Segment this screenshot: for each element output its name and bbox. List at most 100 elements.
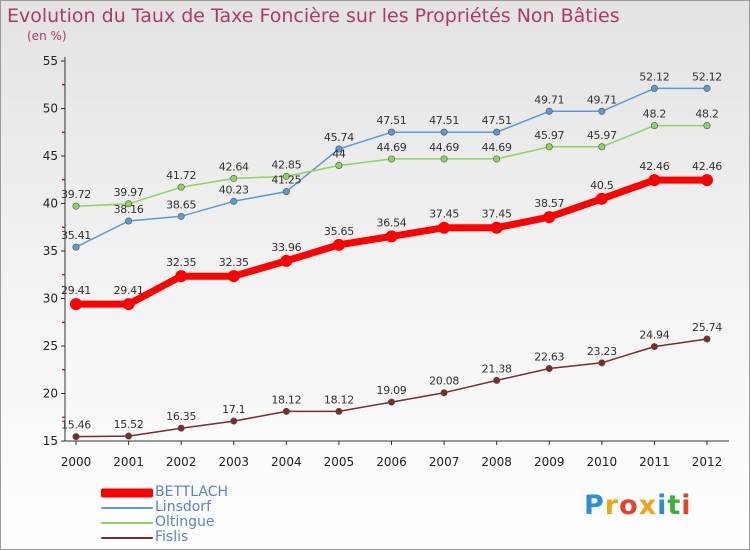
data-point xyxy=(122,298,135,311)
data-label: 42.46 xyxy=(639,160,669,173)
data-point xyxy=(125,200,133,208)
data-label: 32.35 xyxy=(219,256,249,269)
data-label: 33.96 xyxy=(271,241,301,254)
data-point xyxy=(282,407,290,415)
x-tick-label: 2011 xyxy=(639,455,670,469)
data-point xyxy=(598,359,606,367)
data-point xyxy=(650,84,658,92)
data-point xyxy=(282,188,290,196)
data-label: 15.52 xyxy=(114,418,144,431)
data-point xyxy=(280,254,293,267)
y-tick-label: 45 xyxy=(43,149,58,163)
data-point xyxy=(595,192,608,205)
x-tick-label: 2009 xyxy=(534,455,565,469)
data-label: 37.45 xyxy=(429,208,459,221)
data-label: 48.2 xyxy=(643,108,666,121)
y-tick-label: 50 xyxy=(43,102,58,116)
data-label: 45.97 xyxy=(587,129,617,142)
data-label: 41.25 xyxy=(271,174,301,187)
data-point xyxy=(175,270,188,283)
data-point xyxy=(282,172,290,180)
data-label: 40.23 xyxy=(219,183,249,196)
data-label: 49.71 xyxy=(534,93,564,106)
data-label: 44.69 xyxy=(482,141,512,154)
data-point xyxy=(598,143,606,151)
data-point xyxy=(125,217,133,225)
data-point xyxy=(230,174,238,182)
data-label: 18.12 xyxy=(271,393,301,406)
data-label: 39.72 xyxy=(61,188,91,201)
data-label: 36.54 xyxy=(377,216,407,229)
data-point xyxy=(332,238,345,251)
legend-item-fislis: Fislis xyxy=(101,529,321,545)
data-label: 42.85 xyxy=(271,158,301,171)
data-label: 38.16 xyxy=(114,203,144,216)
data-label: 47.51 xyxy=(429,114,459,127)
data-point xyxy=(703,84,711,92)
legend-label: BETTLACH xyxy=(155,484,229,500)
y-tick-label: 30 xyxy=(43,292,58,306)
data-label: 38.57 xyxy=(534,197,564,210)
data-label: 20.08 xyxy=(429,375,459,388)
data-label: 22.63 xyxy=(534,351,564,364)
data-label: 21.38 xyxy=(482,362,512,375)
data-label: 29.41 xyxy=(114,284,144,297)
data-label: 42.46 xyxy=(692,160,722,173)
data-label: 39.97 xyxy=(114,186,144,199)
data-label: 25.74 xyxy=(692,321,722,334)
data-point xyxy=(703,335,711,343)
legend-item-bettlach: BETTLACH xyxy=(101,484,321,500)
legend-label: Linsdorf xyxy=(155,499,211,515)
y-tick-label: 25 xyxy=(43,339,58,353)
data-label: 52.12 xyxy=(692,70,722,83)
data-point xyxy=(545,107,553,115)
data-point xyxy=(650,122,658,130)
data-label: 19.09 xyxy=(377,384,407,397)
data-point xyxy=(701,174,713,187)
data-point xyxy=(440,128,448,136)
legend-label: Fislis xyxy=(155,529,189,545)
data-point xyxy=(227,270,240,283)
data-point xyxy=(387,128,395,136)
x-tick-label: 2001 xyxy=(113,455,144,469)
legend-swatch xyxy=(101,488,153,497)
legend-swatch xyxy=(101,536,153,539)
legend-swatch xyxy=(101,521,153,524)
data-point xyxy=(335,145,343,153)
y-tick-label: 40 xyxy=(43,197,58,211)
data-point xyxy=(440,155,448,163)
proxiti-logo: Proxiti xyxy=(584,490,692,521)
data-label: 18.12 xyxy=(324,393,354,406)
x-tick-label: 2002 xyxy=(166,455,197,469)
data-point xyxy=(177,424,185,432)
data-label: 38.65 xyxy=(166,198,196,211)
data-point xyxy=(438,221,451,234)
data-label: 17.1 xyxy=(222,403,245,416)
data-point xyxy=(72,202,80,210)
data-label: 24.94 xyxy=(639,329,669,342)
data-point xyxy=(230,197,238,205)
data-label: 47.51 xyxy=(482,114,512,127)
data-point xyxy=(335,407,343,415)
data-label: 42.64 xyxy=(219,160,249,173)
x-tick-label: 2000 xyxy=(61,455,92,469)
y-tick-label: 35 xyxy=(43,244,58,258)
data-point xyxy=(387,155,395,163)
data-label: 45.74 xyxy=(324,131,354,144)
data-point xyxy=(493,155,501,163)
data-label: 48.2 xyxy=(695,108,718,121)
data-point xyxy=(177,212,185,220)
data-label: 44.69 xyxy=(377,141,407,154)
data-label: 23.23 xyxy=(587,345,617,358)
data-point xyxy=(70,298,82,311)
data-label: 29.41 xyxy=(61,284,91,297)
data-label: 15.46 xyxy=(61,419,91,432)
legend: BETTLACH Linsdorf Oltingue Fislis xyxy=(101,484,321,545)
chart-title: Evolution du Taux de Taxe Foncière sur l… xyxy=(7,5,620,27)
data-point xyxy=(72,243,80,251)
x-tick-label: 2003 xyxy=(218,455,249,469)
legend-swatch xyxy=(101,506,153,509)
data-label: 44.69 xyxy=(429,141,459,154)
y-tick-label: 20 xyxy=(43,387,58,401)
